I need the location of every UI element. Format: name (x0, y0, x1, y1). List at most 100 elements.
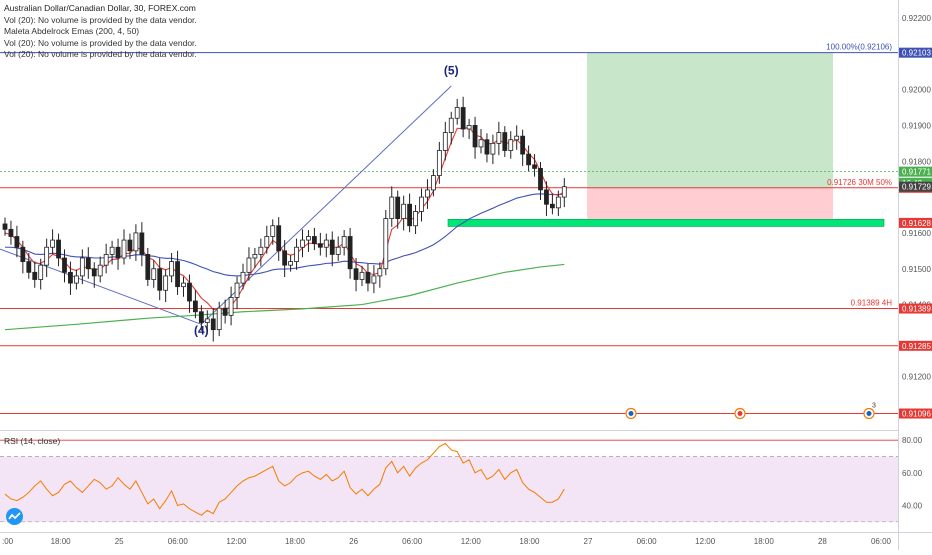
level-tag-3: 0.91285 (902, 342, 931, 351)
candle-body-4 (26, 261, 32, 273)
x-tick-label-9: 18:00 (519, 537, 540, 546)
event-flag-icon-2 (866, 411, 872, 417)
candle-body-50 (300, 239, 305, 248)
price-tag-0-bg (899, 166, 932, 177)
candle-body-21 (127, 239, 133, 252)
x-tick-label-7: 06:00 (402, 537, 423, 546)
candle-body-64 (383, 218, 389, 270)
candle-body-18 (109, 246, 115, 255)
candle-body-30 (181, 282, 186, 288)
candle-body-70 (419, 196, 424, 212)
candle-body-35 (210, 318, 216, 331)
candle-body-16 (97, 264, 103, 277)
candle-body-27 (163, 275, 169, 291)
y-tick-label-0: 0.92200 (902, 14, 931, 23)
candle-body-68 (407, 203, 413, 227)
candle-body-92 (550, 203, 555, 209)
event-flag-icon-1 (737, 411, 743, 417)
candle-body-48 (288, 261, 294, 266)
candle-body-72 (430, 175, 436, 191)
candle-body-78 (466, 125, 472, 130)
x-tick-label-13: 18:00 (754, 537, 775, 546)
x-tick-label-10: 27 (584, 537, 593, 546)
candle-body-80 (478, 139, 484, 148)
level-text-0: 100.00%(0.92106) (826, 43, 892, 52)
candle-body-24 (145, 254, 151, 280)
candle-body-7 (44, 246, 50, 266)
ema-200-line (4, 263, 565, 331)
indicator-emas[interactable]: Maleta Abdelrock Emas (200, 4, 50) (4, 26, 140, 36)
level-text-1: 0.91726 30M 50% (827, 178, 892, 187)
candle-body-85 (508, 139, 514, 151)
candle-body-3 (20, 246, 26, 262)
x-tick-label-2: 25 (115, 537, 124, 546)
candle-body-39 (234, 282, 240, 298)
candle-body-33 (198, 311, 204, 323)
y-tick-label-4: 0.91600 (902, 229, 931, 238)
candle-body-63 (377, 268, 383, 277)
candle-body-54 (323, 239, 329, 248)
candle-body-17 (103, 254, 109, 266)
candle-body-29 (175, 261, 180, 288)
x-tick-label-3: 06:00 (168, 537, 189, 546)
rsi-tick-label-2: 40.00 (902, 502, 923, 511)
tradingview-logo-icon[interactable] (6, 508, 23, 525)
candle-body-69 (413, 211, 418, 227)
indicator-vol-1[interactable]: Vol (20): No volume is provided by the d… (4, 14, 197, 25)
candle-body-76 (454, 107, 460, 119)
chart-legend: Australian Dollar/Canadian Dollar, 30, F… (4, 3, 197, 61)
candle-body-47 (282, 250, 288, 266)
candle-body-56 (335, 246, 341, 255)
x-tick-label-4: 12:00 (226, 537, 247, 546)
candle-body-6 (38, 264, 44, 280)
y-tick-label-2: 0.91900 (902, 121, 931, 130)
candle-body-44 (264, 236, 270, 248)
rsi-line (4, 442, 565, 516)
symbol-title[interactable]: Australian Dollar/Canadian Dollar, 30, F… (4, 3, 196, 13)
candle-body-5 (32, 271, 38, 280)
candle-body-23 (139, 232, 145, 255)
candle-body-75 (448, 117, 454, 133)
x-tick-label-8: 12:00 (461, 537, 482, 546)
candle-body-93 (555, 196, 561, 209)
y-tick-label-7: 0.91200 (902, 372, 931, 381)
rsi-legend[interactable]: RSI (14, close) (4, 436, 61, 446)
candle-body-22 (133, 232, 139, 252)
stop-loss-zone (587, 187, 833, 223)
x-tick-label-0: :00 (2, 537, 14, 546)
candle-body-11 (68, 271, 73, 284)
price-tag-3: 0.91628 (902, 219, 931, 228)
candle-body-41 (246, 257, 252, 273)
candle-body-82 (490, 142, 496, 155)
level-tag-2-bg (899, 303, 932, 314)
take-profit-zone (587, 52, 833, 188)
level-tag-0: 0.92103 (902, 49, 931, 58)
candle-body-49 (294, 246, 299, 262)
price-tag-2: 0.91729 (902, 183, 931, 192)
x-tick-label-15: 06:00 (871, 537, 892, 546)
candle-body-43 (258, 246, 264, 255)
event-flag-icon-0 (628, 411, 634, 417)
candle-body-89 (532, 164, 537, 169)
candle-body-34 (204, 318, 210, 323)
candle-body-55 (329, 239, 335, 255)
indicator-vol-2[interactable]: Vol (20): No volume is provided by the d… (4, 37, 197, 48)
candle-body-15 (91, 268, 97, 277)
candle-body-65 (389, 196, 395, 219)
rsi-tick-label-0: 80.00 (902, 436, 923, 445)
indicator-vol-3[interactable]: Vol (20): No volume is provided by the d… (4, 49, 197, 59)
rsi-tick-label-1: 60.00 (902, 469, 923, 478)
candle-body-57 (341, 236, 347, 248)
candle-body-14 (85, 257, 91, 270)
candle-body-0 (2, 223, 8, 230)
candle-body-66 (395, 196, 401, 219)
candle-body-25 (151, 268, 157, 280)
candle-body-8 (50, 239, 55, 248)
candle-body-71 (425, 189, 430, 198)
candle-body-45 (270, 225, 276, 237)
price-tag-3-bg (899, 217, 932, 228)
candle-body-73 (436, 150, 442, 176)
wave-label-0: (5) (444, 63, 459, 77)
